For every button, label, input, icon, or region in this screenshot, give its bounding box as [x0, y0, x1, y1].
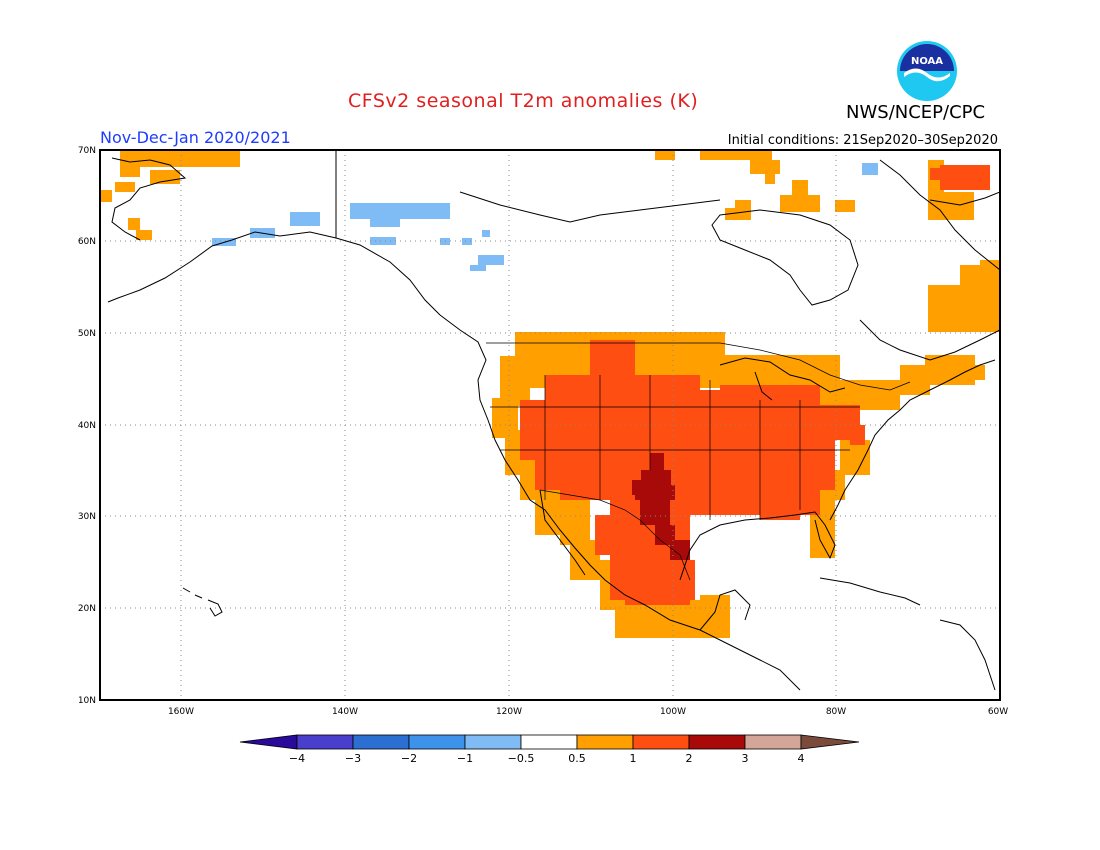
map-title: CFSv2 seasonal T2m anomalies (K): [348, 90, 699, 112]
lat-label: 30N: [78, 512, 96, 522]
colorbar-left-arrow: [239, 734, 298, 750]
lat-label: 50N: [78, 329, 96, 339]
noaa-logo: NOAA: [897, 41, 957, 101]
lon-label: 100W: [660, 707, 686, 717]
colorbar-swatch: [576, 734, 634, 750]
lat-label: 20N: [78, 604, 96, 614]
latitude-labels: 70N 60N 50N 40N 30N 20N 10N: [78, 146, 96, 706]
lon-label: 160W: [168, 707, 194, 717]
lat-label: 40N: [78, 421, 96, 431]
colorbar-label: −1: [457, 752, 473, 765]
lat-label: 70N: [78, 146, 96, 156]
noaa-logo-text: NOAA: [911, 56, 943, 67]
colorbar-swatch: [296, 734, 354, 750]
anomaly-shading: [100, 150, 1000, 638]
lat-label: 60N: [78, 237, 96, 247]
colorbar-label: −3: [345, 752, 361, 765]
colorbar-label: 2: [686, 752, 693, 765]
colorbar-label: 3: [742, 752, 749, 765]
forecast-period: Nov-Dec-Jan 2020/2021: [100, 128, 291, 147]
lon-label: 140W: [332, 707, 358, 717]
colorbar-label: 0.5: [568, 752, 586, 765]
colorbar-swatch: [352, 734, 410, 750]
warm-anomaly-2-to-3: [632, 453, 690, 560]
colorbar-label: −4: [289, 752, 305, 765]
colorbar-label: −2: [401, 752, 417, 765]
colorbar-swatch: [408, 734, 466, 750]
agency-label: NWS/NCEP/CPC: [846, 102, 986, 123]
colorbar-label: 4: [798, 752, 805, 765]
colorbar-swatch: [464, 734, 522, 750]
lat-label: 10N: [78, 696, 96, 706]
map-frame: [99, 149, 1001, 701]
political-borders: [486, 342, 911, 581]
lon-label: 80W: [826, 707, 846, 717]
colorbar-swatch: [520, 734, 578, 750]
lon-label: 120W: [496, 707, 522, 717]
colorbar-swatch: [688, 734, 746, 750]
colorbar-label: −0.5: [508, 752, 535, 765]
colorbar-swatch: [744, 734, 802, 750]
warm-anomaly-0-5-to-1: [100, 150, 1000, 638]
colorbar-label: 1: [630, 752, 637, 765]
longitude-labels: 160W 140W 120W 100W 80W 60W: [168, 707, 1008, 717]
colorbar: −4 −3 −2 −1 −0.5 0.5 1 2 3 4: [239, 734, 860, 765]
initial-conditions: Initial conditions: 21Sep2020–30Sep2020: [727, 133, 998, 148]
colorbar-swatch: [632, 734, 690, 750]
coastlines: [107, 150, 1000, 691]
lon-label: 60W: [988, 707, 1008, 717]
cold-anomaly-areas: [212, 163, 878, 271]
grid-lines: [100, 150, 1000, 700]
colorbar-right-arrow: [800, 734, 860, 750]
